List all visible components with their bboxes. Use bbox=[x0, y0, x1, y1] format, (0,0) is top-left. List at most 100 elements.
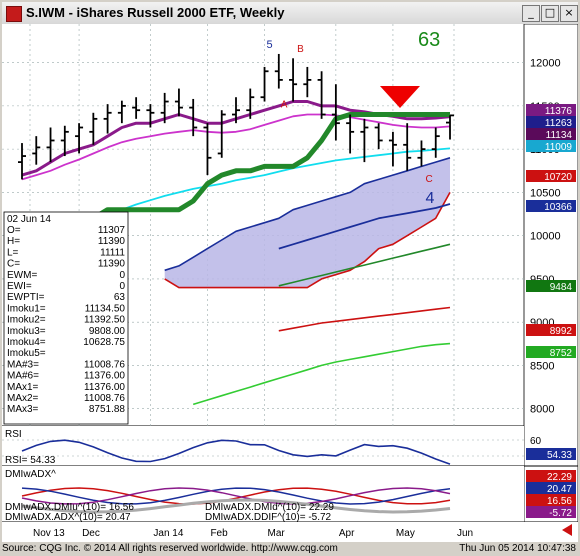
data-box-key: H= bbox=[7, 236, 20, 247]
data-box-date: 02 Jun 14 bbox=[7, 214, 51, 225]
wave-label-c: C bbox=[425, 174, 432, 185]
price-chart[interactable]: 1200011500110001050010000950090008500800… bbox=[2, 23, 579, 542]
data-box-key: EWI= bbox=[7, 281, 32, 292]
dmi-tag-label: 20.47 bbox=[547, 484, 572, 495]
data-box-value: 63 bbox=[114, 292, 126, 303]
data-box-key: O= bbox=[7, 225, 21, 236]
data-box-key: MA#6= bbox=[7, 371, 39, 382]
data-box-key: C= bbox=[7, 259, 20, 270]
dmi-tag-label: 22.29 bbox=[547, 472, 572, 483]
data-box-value: 10628.75 bbox=[83, 337, 125, 348]
dmi-tag-bg bbox=[526, 506, 576, 518]
price-tick-label: 8500 bbox=[530, 360, 554, 372]
wave-count-label: 63 bbox=[418, 29, 440, 51]
red-trend-line bbox=[278, 306, 451, 332]
price-tick-label: 10500 bbox=[530, 187, 561, 199]
price-tag-bg bbox=[526, 140, 576, 152]
ichimoku-cloud bbox=[164, 157, 450, 288]
data-box-key: EWM= bbox=[7, 270, 37, 281]
price-tag-label: 10366 bbox=[544, 202, 572, 213]
time-axis-label: Dec bbox=[82, 528, 100, 539]
dmi-tag-bg bbox=[526, 494, 576, 506]
rsi-panel bbox=[2, 426, 524, 466]
data-box-value: 11392.50 bbox=[84, 315, 125, 326]
blue-trend-line bbox=[278, 203, 451, 250]
price-tag-label: 11134 bbox=[546, 130, 573, 141]
data-box-value: 0 bbox=[119, 281, 125, 292]
price-tag-bg bbox=[526, 280, 576, 292]
dmi-line bbox=[21, 487, 451, 505]
price-tag-bg bbox=[526, 128, 576, 140]
data-box-key: Imoku2= bbox=[7, 315, 46, 326]
wave-label-a: A bbox=[281, 100, 288, 111]
magenta-moving-average bbox=[21, 113, 451, 181]
dmi-line bbox=[21, 487, 451, 505]
data-box-value: 11376.00 bbox=[84, 382, 125, 393]
price-tag-bg bbox=[526, 116, 576, 128]
price-tag-label: 8992 bbox=[550, 326, 573, 337]
price-tag-label: 11376 bbox=[545, 106, 573, 117]
data-box-value: 11376.00 bbox=[84, 371, 125, 382]
rsi-tick-label: 60 bbox=[530, 436, 542, 447]
window-title: S.IWM - iShares Russell 2000 ETF, Weekly bbox=[26, 5, 285, 20]
price-tag-label: 9484 bbox=[550, 282, 573, 293]
wave-label-b: B bbox=[297, 44, 304, 55]
time-axis-label: May bbox=[396, 528, 415, 539]
price-tag-bg bbox=[526, 324, 576, 336]
data-box-value: 11390 bbox=[98, 259, 126, 270]
wave-label-5: 5 bbox=[267, 39, 273, 51]
data-box-value: 9808.00 bbox=[89, 326, 126, 337]
price-tag-bg bbox=[526, 200, 576, 212]
dmi-readout: DMIwADX.DMId^(10)= 22.29 bbox=[205, 502, 334, 513]
time-axis-label: Mar bbox=[268, 528, 286, 539]
price-tag-label: 11263 bbox=[545, 118, 573, 129]
data-box-key: Imoku1= bbox=[7, 303, 46, 314]
cloud-upper-edge bbox=[164, 157, 451, 272]
data-box-value: 11008.76 bbox=[84, 359, 125, 370]
data-box-key: MAx1= bbox=[7, 382, 39, 393]
data-box-value: 11307 bbox=[98, 225, 126, 236]
dmi-header: DMIwADX^ bbox=[5, 469, 56, 480]
data-box-value: 11008.76 bbox=[84, 393, 125, 404]
data-box-value: 11390 bbox=[98, 236, 126, 247]
time-axis-label: Nov 13 bbox=[33, 528, 65, 539]
green-trend-line bbox=[278, 243, 451, 287]
maximize-button[interactable]: □ bbox=[541, 5, 559, 22]
data-box-key: Imoku3= bbox=[7, 326, 46, 337]
rsi-readout: RSI= 54.33 bbox=[5, 455, 56, 466]
cloud-lower-edge bbox=[164, 192, 451, 289]
dmi-tag-label: 16.56 bbox=[547, 496, 572, 507]
dmi-tag-bg bbox=[526, 470, 576, 482]
copyright-text: Source: CQG Inc. © 2014 All rights reser… bbox=[2, 543, 338, 554]
dmi-tag-label: -5.72 bbox=[549, 508, 572, 519]
data-box-key: MAx2= bbox=[7, 393, 39, 404]
time-axis-label: Feb bbox=[210, 528, 228, 539]
rsi-tag-bg bbox=[526, 448, 576, 460]
price-tag-label: 11009 bbox=[545, 142, 573, 153]
dmi-line bbox=[21, 487, 451, 505]
dmi-readout: DMIwADX.DMIu^(10)= 16.56 bbox=[5, 502, 134, 513]
price-tag-label: 8752 bbox=[550, 348, 573, 359]
data-box-key: Imoku4= bbox=[7, 337, 46, 348]
timestamp-text: Thu Jun 05 2014 10:47:38 bbox=[459, 543, 576, 554]
price-tag-bg bbox=[526, 170, 576, 182]
dmi-readout: DMIwADX.ADX^(10)= 20.47 bbox=[5, 512, 131, 523]
status-bar: Source: CQG Inc. © 2014 All rights reser… bbox=[0, 542, 580, 556]
time-axis-label: Jun bbox=[457, 528, 473, 539]
time-axis bbox=[2, 522, 578, 542]
chart-area[interactable]: 1200011500110001050010000950090008500800… bbox=[2, 23, 579, 542]
red-marker-icon bbox=[380, 86, 420, 108]
data-box-value: 11111 bbox=[100, 247, 125, 258]
data-box bbox=[3, 211, 129, 425]
rsi-tag-label: 54.33 bbox=[547, 450, 572, 461]
minimize-button[interactable]: _ bbox=[522, 5, 540, 22]
title-bar[interactable]: S.IWM - iShares Russell 2000 ETF, Weekly… bbox=[2, 2, 578, 25]
dmi-adx-line bbox=[21, 498, 451, 514]
price-tag-bg bbox=[526, 104, 576, 116]
price-tick-label: 8000 bbox=[530, 404, 554, 416]
time-axis-label: Jan 14 bbox=[153, 528, 183, 539]
data-box-key: EWPTI= bbox=[7, 292, 45, 303]
close-button[interactable]: × bbox=[560, 5, 578, 22]
price-tick-label: 10000 bbox=[530, 231, 561, 243]
